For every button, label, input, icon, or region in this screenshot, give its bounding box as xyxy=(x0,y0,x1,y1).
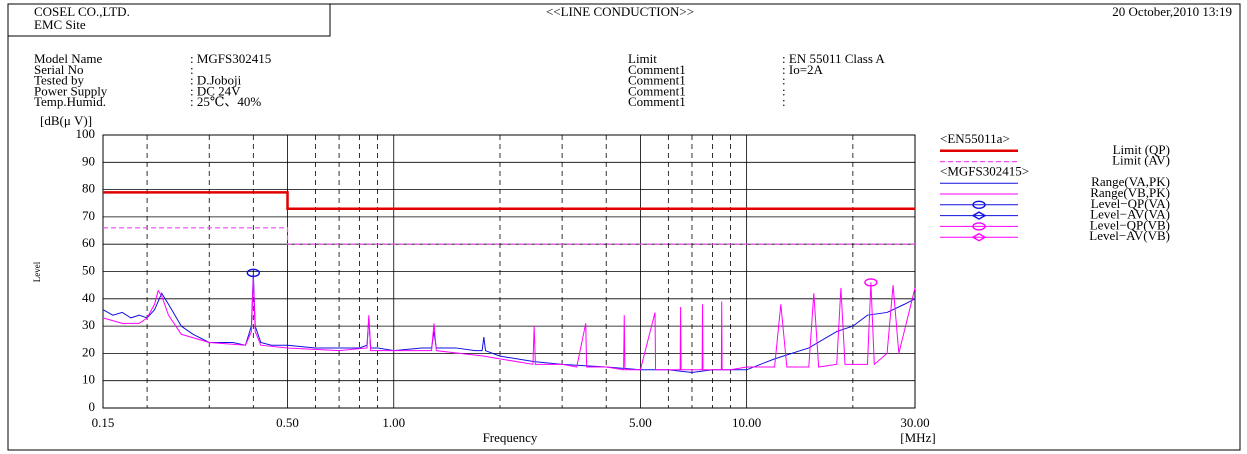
info-label: Model Name xyxy=(34,51,102,66)
x-tick-label: 0.15 xyxy=(92,415,115,430)
y-tick-label: 10 xyxy=(82,372,95,387)
x-tick-label: 1.00 xyxy=(382,415,405,430)
series-line xyxy=(103,191,915,210)
info-label: Comment1 xyxy=(628,83,686,98)
legend-marker xyxy=(972,222,986,231)
date: 20 October,2010 13:19 xyxy=(1112,4,1232,19)
info-label: Temp.Humid. xyxy=(34,94,106,109)
legend-group: <EN55011a> xyxy=(940,131,1010,146)
company: COSEL CO.,LTD. xyxy=(34,4,130,19)
y-tick-label: 20 xyxy=(82,344,95,359)
info-label: Comment1 xyxy=(628,94,686,109)
legend-label: Limit (AV) xyxy=(1112,153,1170,168)
legend-marker xyxy=(971,211,987,220)
legend-label: Level−AV(VA) xyxy=(1090,207,1170,222)
info-label: Serial No xyxy=(34,62,83,77)
legend-label: Level−QP(VA) xyxy=(1091,196,1170,211)
mode: <<LINE CONDUCTION>> xyxy=(546,4,694,19)
y-tick-label: 60 xyxy=(82,235,95,250)
site: EMC Site xyxy=(34,17,86,32)
series-line xyxy=(103,227,915,245)
y-tick-label: 100 xyxy=(76,126,96,141)
info-value: : DC 24V xyxy=(190,83,241,98)
info-value: : xyxy=(782,83,786,98)
y-label: Level xyxy=(32,261,42,282)
y-tick-label: 70 xyxy=(82,208,95,223)
info-label: Limit xyxy=(628,51,657,66)
series-line xyxy=(102,274,916,374)
y-tick-label: 50 xyxy=(82,262,95,277)
info-value: : D.Joboji xyxy=(190,73,242,88)
info-value: : xyxy=(190,62,194,77)
legend-label: Level−QP(VB) xyxy=(1090,217,1170,232)
legend-label: Level−AV(VB) xyxy=(1089,228,1170,243)
y-tick-label: 40 xyxy=(82,290,95,305)
data-point xyxy=(864,278,878,287)
plot-border xyxy=(102,134,916,409)
info-value: : xyxy=(782,94,786,109)
y-tick-label: 30 xyxy=(82,317,95,332)
legend-label: Limit (QP) xyxy=(1113,142,1170,157)
x-tick-label: 5.00 xyxy=(629,415,652,430)
info-label: Tested by xyxy=(34,73,84,88)
x-unit: [MHz] xyxy=(900,430,935,445)
info-value: : xyxy=(782,73,786,88)
info-value: : EN 55011 Class A xyxy=(782,51,885,66)
x-tick-label: 30.00 xyxy=(900,415,929,430)
info-label: Power Supply xyxy=(34,83,108,98)
y-tick-label: 0 xyxy=(89,399,96,414)
series-line xyxy=(102,276,916,371)
x-tick-label: 10.00 xyxy=(732,415,761,430)
info-label: Comment1 xyxy=(628,73,686,88)
x-label: Frequency xyxy=(483,430,538,445)
info-value: : Io=2A xyxy=(782,62,824,77)
legend-group: <MGFS302415> xyxy=(940,163,1029,178)
y-tick-label: 80 xyxy=(82,181,95,196)
legend-label: Range(VA,PK) xyxy=(1091,174,1170,189)
y-unit: [dB(μ V)] xyxy=(40,113,92,128)
legend-marker xyxy=(971,232,987,242)
info-value: : 25℃、40% xyxy=(190,94,261,109)
x-tick-label: 0.50 xyxy=(276,415,299,430)
legend-label: Range(VB,PK) xyxy=(1090,185,1170,200)
y-tick-label: 90 xyxy=(82,153,95,168)
info-label: Comment1 xyxy=(628,62,686,77)
legend-marker xyxy=(972,200,986,210)
data-point xyxy=(246,268,261,278)
info-value: : MGFS302415 xyxy=(190,51,271,66)
frame xyxy=(7,3,1241,451)
header-box xyxy=(7,3,331,37)
